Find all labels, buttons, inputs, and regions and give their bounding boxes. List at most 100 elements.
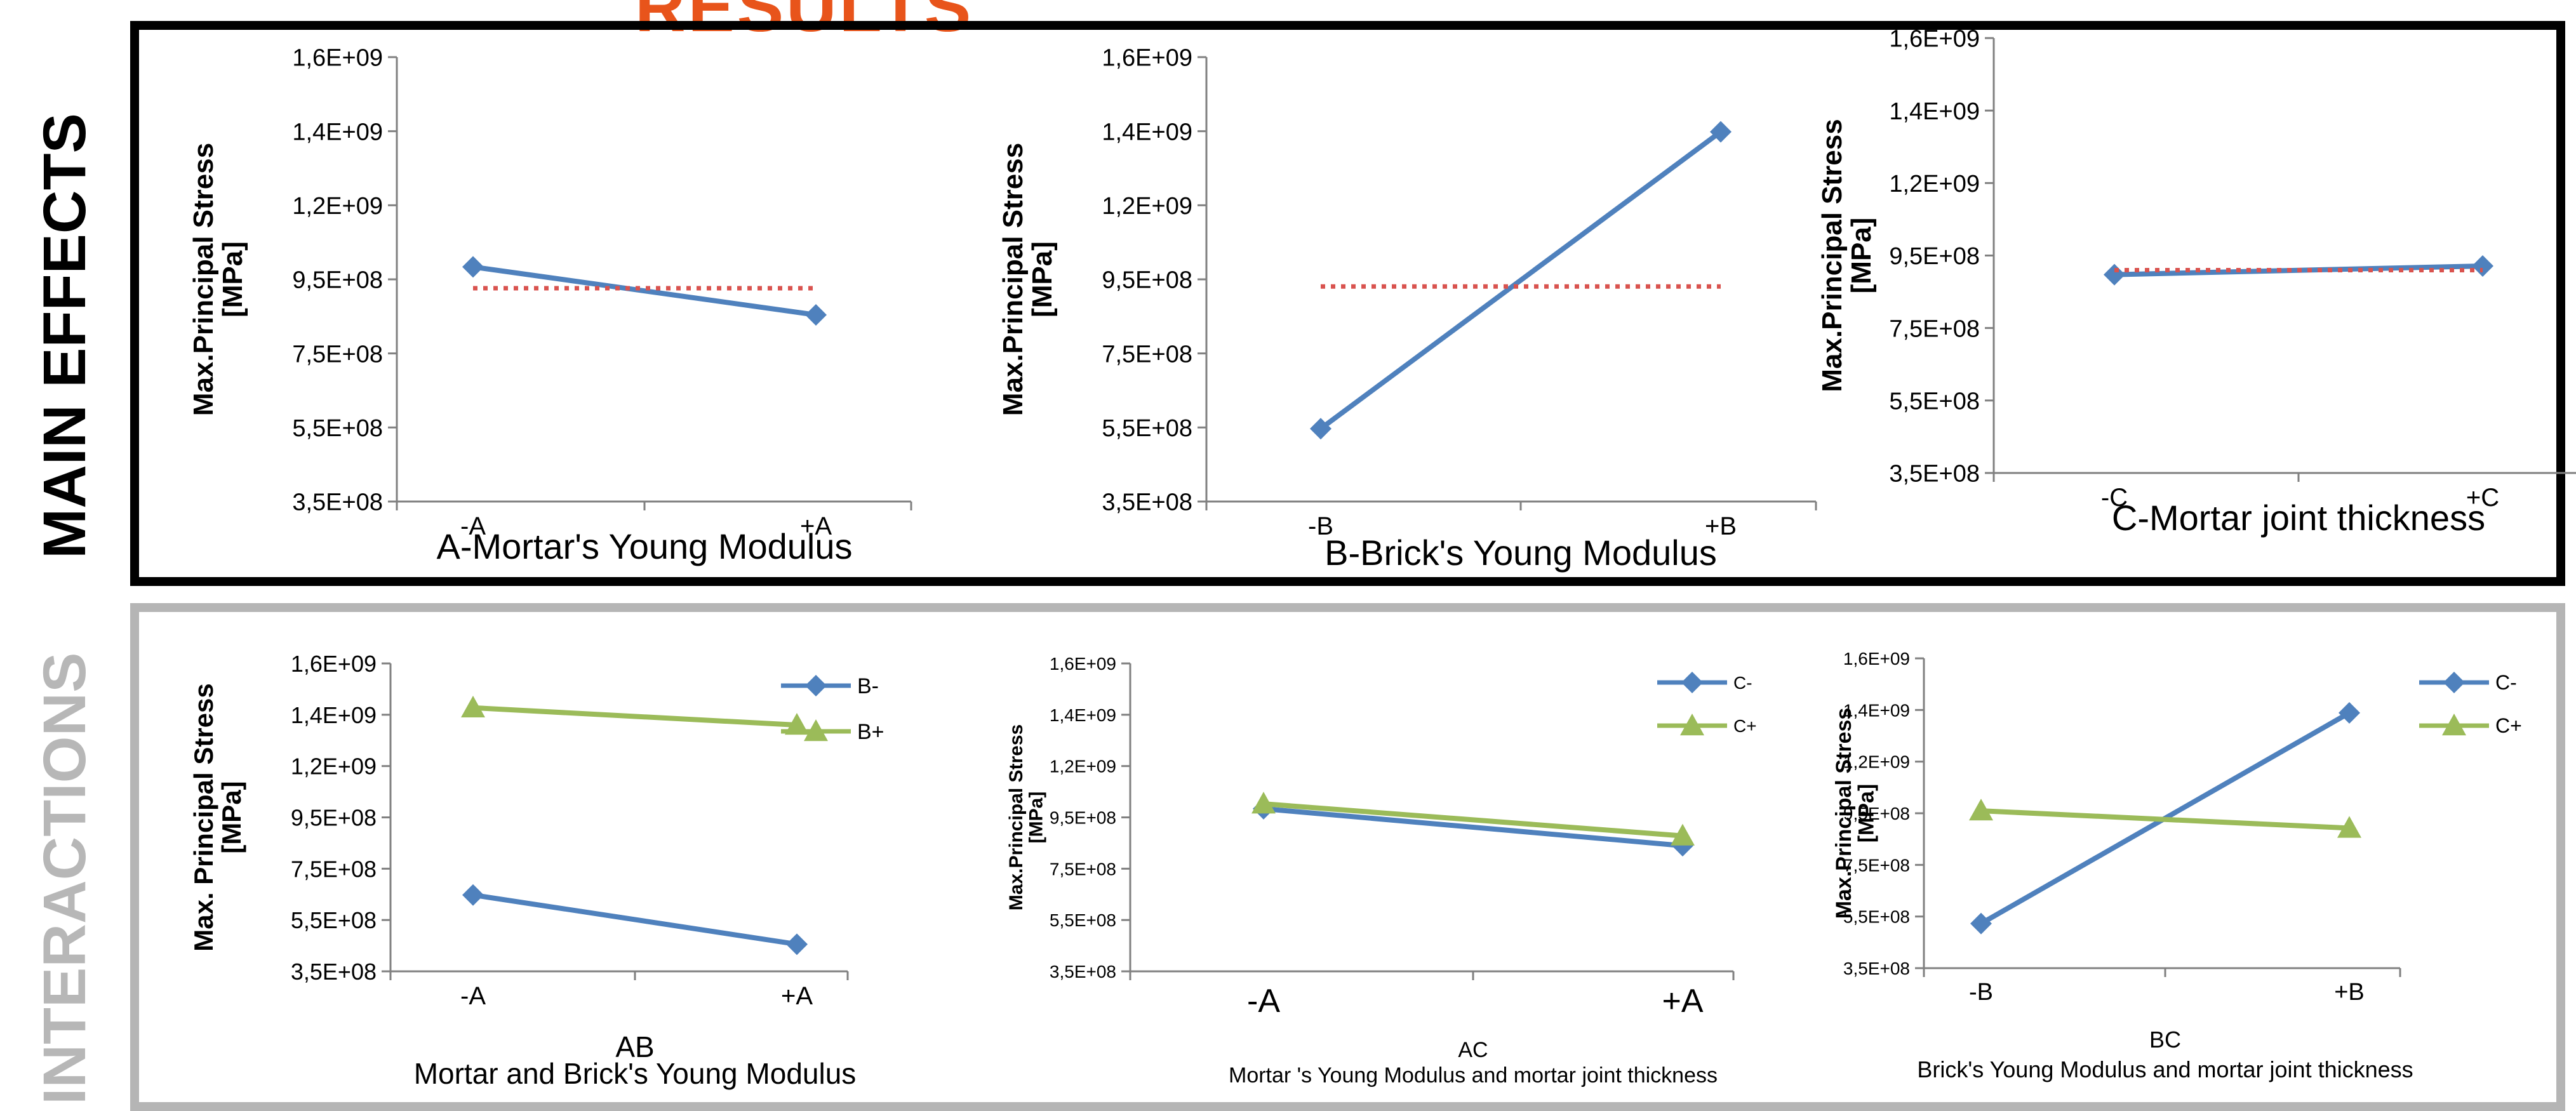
chart-ac-interaction: 3,5E+08 5,5E+08 7,5E+08 9,5E+08 1,2E+09 1,4E+… xyxy=(1006,654,1757,1088)
data-point xyxy=(786,933,808,955)
series-line xyxy=(472,264,817,317)
chart-c-mortar-joint-thickness: 3,5E+08 5,5E+08 7,5E+08 9,5E+08 1,2E+09 1,4E+… xyxy=(1817,26,2576,538)
y-tick-label: 1,2E+09 xyxy=(1889,171,1980,197)
interactions-label: INTERACTIONS xyxy=(31,652,98,1105)
series-line xyxy=(1319,130,1723,431)
y-axis-label: Max.Principal Stress[MPa] xyxy=(188,143,248,416)
y-tick-label: 9,5E+08 xyxy=(1889,243,1980,270)
series-line xyxy=(1263,801,1683,839)
data-point xyxy=(2104,263,2125,286)
chart-a-mortar-young-modulus: 3,5E+08 5,5E+08 7,5E+08 9,5E+08 1,2E+09 1,4E+… xyxy=(188,45,912,566)
legend-marker xyxy=(805,675,827,696)
data-point xyxy=(1710,121,1732,143)
y-tick-label: 1,2E+09 xyxy=(1050,757,1116,776)
x-category-label: -B xyxy=(1969,979,1993,1006)
y-axis-label: Max. Principal Stress[MPa] xyxy=(189,683,246,952)
y-tick-label: 5,5E+08 xyxy=(1102,415,1192,442)
chart-title: AB xyxy=(615,1030,654,1063)
x-category-label: +C xyxy=(2466,484,2499,512)
legend-label: C- xyxy=(2495,671,2517,694)
data-point xyxy=(2337,816,2361,838)
data-point xyxy=(461,695,485,718)
series-line xyxy=(1980,808,2350,831)
x-category-label: -C xyxy=(2101,484,2128,512)
y-tick-label: 1,4E+09 xyxy=(1050,705,1116,725)
y-tick-label: 7,5E+08 xyxy=(1843,855,1910,875)
chart-b-brick-young-modulus: 3,5E+08 5,5E+08 7,5E+08 9,5E+08 1,2E+09 1,4E+… xyxy=(998,45,1817,573)
x-category-label: -A xyxy=(460,982,486,1010)
x-category-label: +A xyxy=(1662,983,1703,1020)
legend-marker xyxy=(1680,714,1704,736)
y-tick-label: 3,5E+08 xyxy=(1050,962,1116,981)
y-tick-label: 1,2E+09 xyxy=(1843,752,1910,772)
y-tick-label: 9,5E+08 xyxy=(1843,804,1910,823)
x-axis-label: Mortar 's Young Modulus and mortar joint… xyxy=(1229,1063,1718,1088)
y-tick-label: 1,6E+09 xyxy=(291,651,377,677)
data-point xyxy=(2339,702,2360,724)
y-tick-label: 7,5E+08 xyxy=(292,341,383,368)
y-tick-label: 1,4E+09 xyxy=(1843,700,1910,720)
y-tick-label: 3,5E+08 xyxy=(1102,489,1192,516)
x-axis-label: B-Brick's Young Modulus xyxy=(1325,533,1717,573)
y-tick-label: 3,5E+08 xyxy=(292,489,383,516)
data-point xyxy=(2472,255,2493,277)
x-axis-label: A-Mortar's Young Modulus xyxy=(436,526,852,566)
y-tick-label: 5,5E+08 xyxy=(1843,907,1910,927)
legend-label: B- xyxy=(857,674,879,698)
series-line xyxy=(472,892,797,947)
y-tick-label: 9,5E+08 xyxy=(292,267,383,294)
main-effects-label: MAIN EFFECTS xyxy=(31,113,98,559)
x-axis-label: Brick's Young Modulus and mortar joint t… xyxy=(1917,1056,2413,1082)
y-tick-label: 5,5E+08 xyxy=(291,907,377,933)
y-tick-label: 9,5E+08 xyxy=(1102,267,1192,294)
x-axis-label: C-Mortar joint thickness xyxy=(2112,498,2485,538)
y-axis-label: Max.Principal Stress[MPa] xyxy=(1006,724,1047,910)
y-tick-label: 1,6E+09 xyxy=(1102,45,1192,72)
series-line xyxy=(1263,806,1683,849)
data-point xyxy=(462,256,484,278)
y-tick-label: 7,5E+08 xyxy=(1050,859,1116,879)
legend-label: B+ xyxy=(857,720,884,744)
legend-marker xyxy=(804,719,828,742)
chart-ab-interaction: 3,5E+08 5,5E+08 7,5E+08 9,5E+08 1,2E+09 1,4E+… xyxy=(189,651,884,1090)
x-category-label: -A xyxy=(460,512,486,540)
y-tick-label: 9,5E+08 xyxy=(291,804,377,830)
chart-bc-interaction: 3,5E+08 5,5E+08 7,5E+08 9,5E+08 1,2E+09 1,4E+… xyxy=(1832,649,2522,1082)
chart-title: BC xyxy=(2149,1027,2181,1053)
y-tick-label: 7,5E+08 xyxy=(1889,316,1980,342)
y-tick-label: 9,5E+08 xyxy=(1050,808,1116,828)
legend-label: C+ xyxy=(1733,716,1757,736)
y-tick-label: 1,2E+09 xyxy=(292,193,383,220)
y-tick-label: 5,5E+08 xyxy=(1050,910,1116,930)
x-category-label: +A xyxy=(800,512,832,540)
x-category-label: +B xyxy=(1705,512,1737,540)
data-point xyxy=(1310,418,1331,440)
x-category-label: +B xyxy=(2334,979,2365,1006)
y-tick-label: 1,6E+09 xyxy=(292,45,383,72)
y-tick-label: 3,5E+08 xyxy=(1843,959,1910,978)
y-tick-label: 7,5E+08 xyxy=(1102,341,1192,368)
legend-label: C- xyxy=(1733,673,1752,693)
data-point xyxy=(805,304,827,326)
legend-label: C+ xyxy=(2495,714,2522,737)
y-tick-label: 1,4E+09 xyxy=(291,702,377,728)
y-tick-label: 1,2E+09 xyxy=(1102,193,1192,220)
x-category-label: +A xyxy=(781,982,813,1010)
series-line xyxy=(472,705,797,728)
chart-title: AC xyxy=(1458,1038,1488,1062)
y-tick-label: 1,4E+09 xyxy=(1889,98,1980,125)
legend-marker xyxy=(2443,672,2465,693)
y-tick-label: 5,5E+08 xyxy=(292,415,383,442)
main-effects-panel xyxy=(130,21,2565,586)
y-tick-label: 1,6E+09 xyxy=(1889,26,1980,53)
x-category-label: -A xyxy=(1247,983,1280,1020)
y-tick-label: 1,4E+09 xyxy=(1102,119,1192,145)
y-axis-label: Max.Principal Stress[MPa] xyxy=(1832,708,1879,919)
data-point xyxy=(1970,912,1992,935)
y-tick-label: 5,5E+08 xyxy=(1889,389,1980,415)
y-axis-label: Max.Principal Stress[MPa] xyxy=(998,143,1058,416)
data-point xyxy=(1969,799,1993,821)
y-tick-label: 7,5E+08 xyxy=(291,856,377,882)
y-tick-label: 1,6E+09 xyxy=(1843,649,1910,669)
legend-marker xyxy=(2442,714,2466,736)
